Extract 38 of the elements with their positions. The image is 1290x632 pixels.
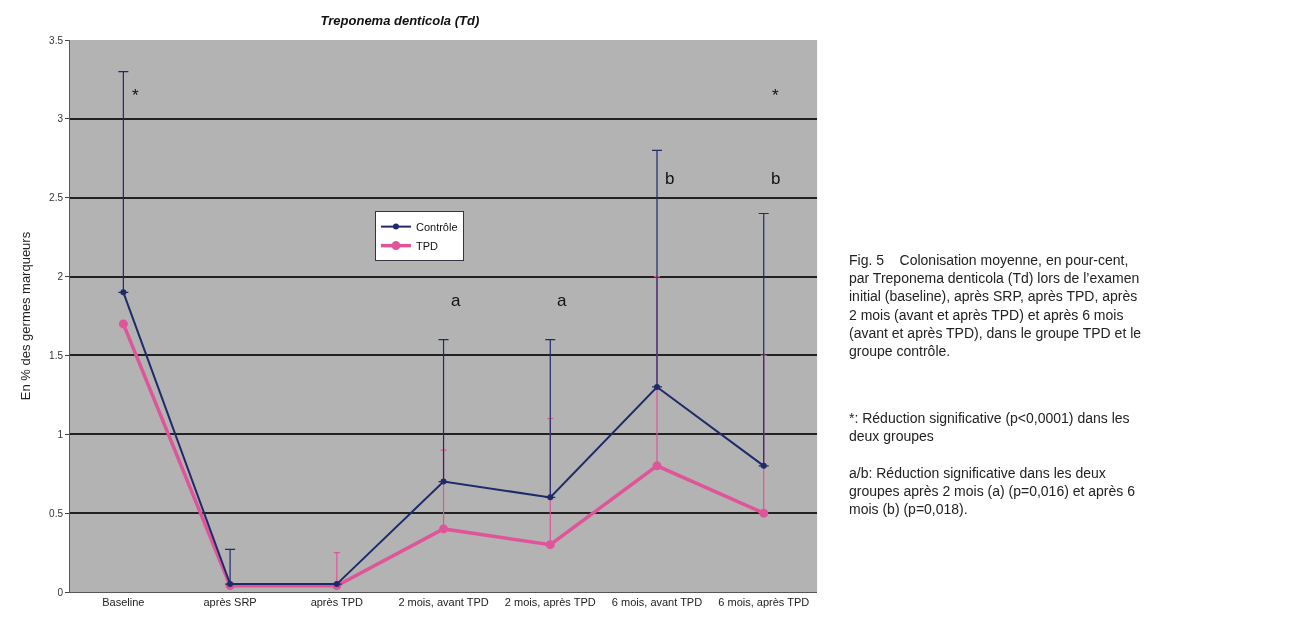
text: *: Réduction significative (p<0,0001) dans les deux groupes	[849, 410, 1130, 445]
x-tick-label: après TPD	[310, 596, 364, 609]
x-tick-label: 2 mois, après TPD	[504, 596, 596, 609]
caption: Fig. 5 Colonisation moyenne, en pour-cent, par Treponema denticola (Td) lors de l’examen initial (baseline), après SRP, après TPD, après 2 mois (avant et après TPD) et après 6 mois (avant et après TPD), dans le groupe TPD et le groupe contrôle.	[849, 252, 1142, 359]
y-tick-label: 1	[57, 428, 64, 440]
point	[118, 319, 128, 329]
point	[547, 494, 554, 501]
y-tick-label: 1.5	[49, 349, 64, 361]
x-tick-label: après SRP	[203, 596, 257, 609]
y-tick-label: 3.5	[49, 34, 64, 46]
annotation: a	[557, 291, 567, 310]
point	[545, 540, 555, 550]
chart-title: Treponema denticola (Td)	[320, 12, 480, 28]
x-tick-label: Baseline	[102, 596, 145, 609]
y-tick-label: 2	[57, 271, 64, 283]
annotation: b	[665, 169, 675, 188]
y-tick-label: 2.5	[49, 192, 64, 204]
point	[654, 383, 661, 390]
annotation: *	[132, 86, 139, 105]
x-tick-label: 6 mois, avant TPD	[611, 596, 703, 609]
point	[759, 508, 769, 518]
legend-label: Contrôle	[415, 220, 458, 233]
point	[652, 461, 662, 471]
legend-label: TPD	[415, 239, 439, 252]
annotation: a	[451, 291, 461, 310]
point	[120, 289, 127, 296]
point	[440, 478, 447, 485]
point	[439, 524, 449, 534]
y-tick-label: 3	[57, 113, 64, 125]
annotation: b	[771, 169, 781, 188]
annotation: *	[772, 86, 779, 105]
y-axis-title: En % des germes marqueurs	[18, 231, 34, 401]
y-tick-label: 0.5	[49, 507, 64, 519]
point	[760, 462, 767, 469]
text: a/b: Réduction significative dans les deux groupes après 2 mois (a) (p=0,016) et après 6 mois (b) (p=0,018).	[849, 465, 1136, 518]
y-tick-label: 0	[57, 586, 64, 598]
x-tick-label: 6 mois, après TPD	[718, 596, 810, 609]
x-tick-label: 2 mois, avant TPD	[398, 596, 489, 609]
